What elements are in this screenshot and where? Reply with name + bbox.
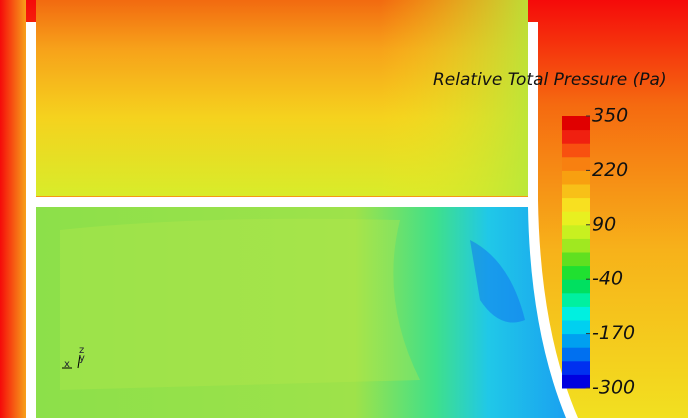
colorbar-band	[562, 129, 590, 144]
colorbar-band	[562, 320, 590, 335]
colorbar-band	[562, 170, 590, 185]
colorbar-band	[562, 211, 590, 226]
left-field	[0, 0, 26, 418]
colorbar-band	[562, 156, 590, 171]
colorbar-tick-label: 220	[592, 159, 628, 181]
colorbar-band	[562, 197, 590, 212]
colorbar-band	[562, 279, 590, 294]
colorbar-tick-label: -170	[592, 322, 635, 344]
triad-label: x	[64, 359, 70, 370]
upper-channel-shade	[36, 0, 528, 196]
colorbar-band	[562, 347, 590, 362]
axes-triad: x y z	[62, 345, 85, 370]
colorbar-band	[562, 374, 590, 389]
colorbar-band	[562, 238, 590, 253]
colorbar-band	[562, 360, 590, 375]
colorbar-band	[562, 292, 590, 307]
colorbar-tick-label: -40	[592, 268, 623, 290]
colorbar-band	[562, 224, 590, 239]
colorbar-band	[562, 184, 590, 199]
colorbar-band	[562, 252, 590, 267]
triad-label: y	[79, 353, 85, 364]
colorbar-band	[562, 116, 590, 131]
colorbar-band	[562, 265, 590, 280]
colorbar-tick-label: -300	[592, 377, 635, 399]
lower-channel	[36, 207, 568, 418]
legend-title: Relative Total Pressure (Pa)	[433, 70, 667, 90]
triad-label: z	[79, 345, 84, 356]
triad-axis	[77, 354, 81, 369]
colorbar-band	[562, 333, 590, 348]
colorbar-band	[562, 143, 590, 158]
lower-shade	[60, 218, 420, 390]
colorbar-tick-label: 90	[592, 213, 616, 235]
colorbar-band	[562, 306, 590, 321]
wall	[36, 197, 530, 207]
colorbar-tick-label: 350	[592, 105, 628, 127]
low-pressure-pocket	[470, 240, 525, 323]
wall	[528, 22, 578, 418]
colorbar: 350 220 90 -40 -170 -300	[562, 105, 635, 399]
wall	[26, 22, 36, 418]
